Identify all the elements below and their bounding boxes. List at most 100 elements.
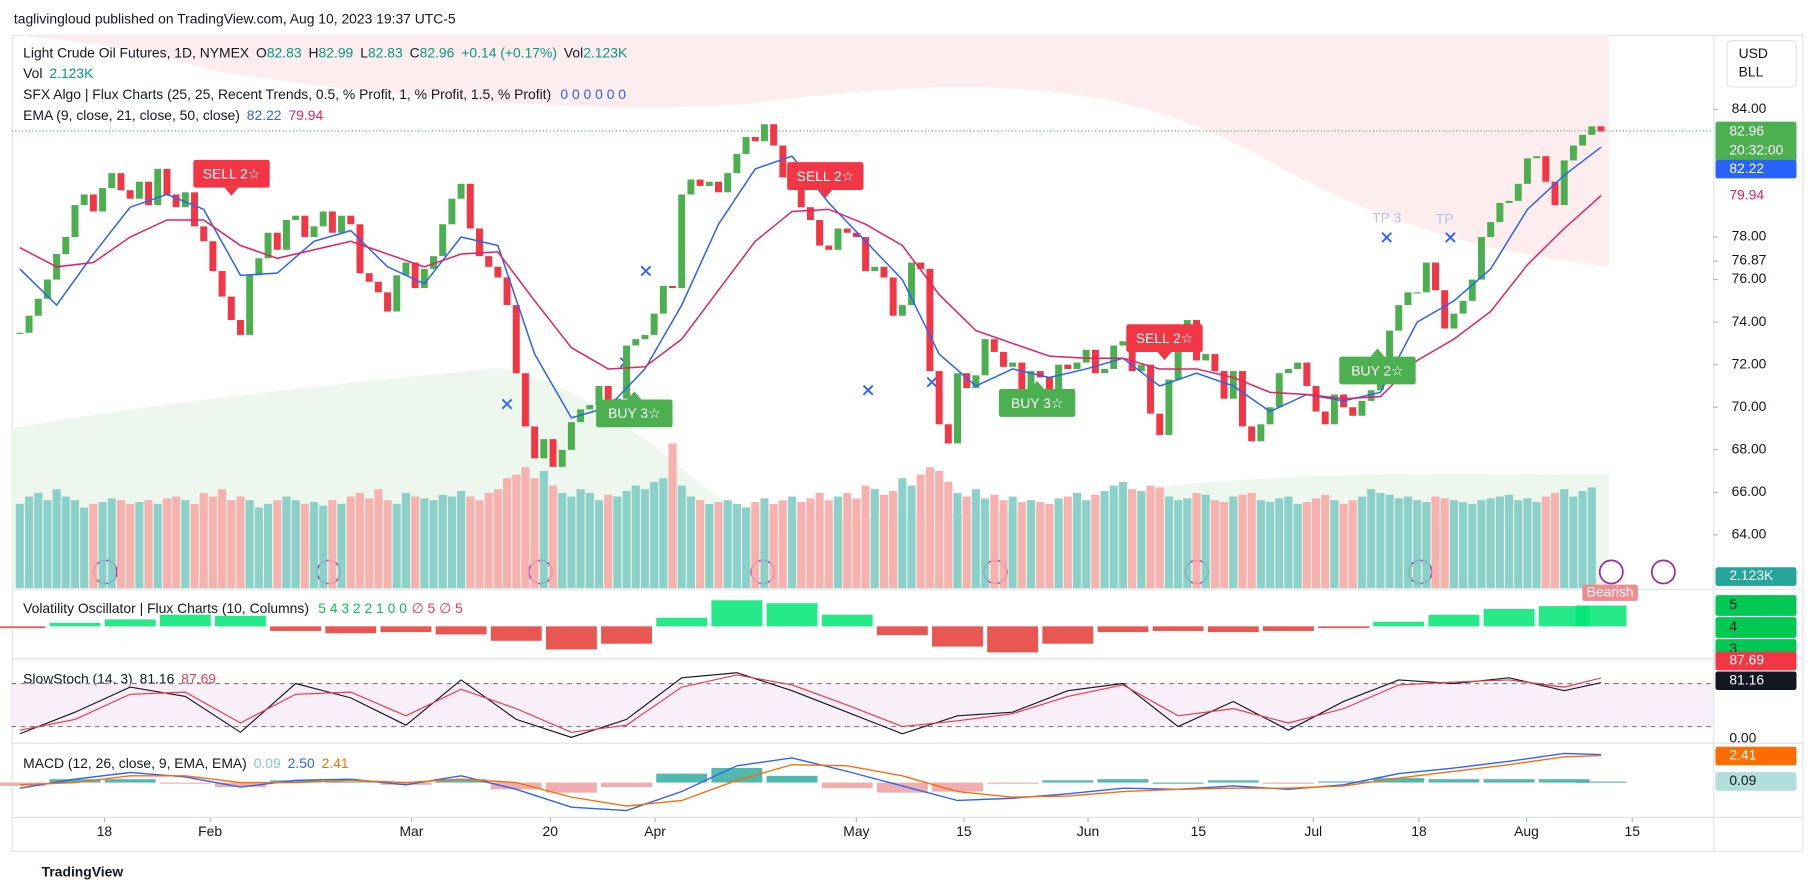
volume-bar: [1550, 492, 1560, 589]
candle: [476, 228, 483, 257]
macd-hist: [215, 782, 266, 788]
volume-bar: [420, 498, 429, 589]
candle: [71, 205, 79, 238]
vo-column: [1318, 626, 1370, 629]
macd-hist: [1575, 781, 1627, 783]
candle: [540, 439, 548, 459]
candle: [1064, 364, 1072, 369]
volume-bar: [861, 485, 870, 589]
volume-bar: [218, 489, 227, 589]
candle: [365, 273, 373, 282]
x-tick-label: Feb: [198, 823, 222, 839]
volume-bar: [1422, 502, 1431, 589]
candle: [200, 226, 208, 242]
candle: [963, 373, 971, 389]
candle: [880, 266, 888, 278]
candle: [669, 285, 677, 289]
candle: [816, 219, 824, 246]
macd-hist: [490, 782, 542, 790]
volume-bar: [328, 500, 337, 589]
volume-bar: [1486, 498, 1495, 589]
x-tick-label: 20: [543, 823, 559, 839]
candle: [264, 232, 272, 259]
volume-bar: [631, 485, 640, 589]
macd-line: 2.50: [288, 755, 315, 771]
c-val: 82.96: [420, 44, 455, 60]
candle: [1505, 200, 1513, 203]
candle: [632, 339, 640, 346]
volume-bar: [392, 503, 401, 589]
volume-bar: [1036, 502, 1045, 589]
symbol: Light Crude Oil Futures, 1D, NYMEX: [23, 44, 249, 60]
candle: [779, 145, 787, 178]
signal-label: BUY 3☆: [608, 405, 660, 421]
candle: [595, 385, 603, 406]
vo-column: [159, 614, 211, 627]
macd-hist: [766, 775, 818, 783]
volume-bar: [374, 489, 383, 589]
candle: [659, 285, 667, 314]
vo-tag: 5: [1729, 596, 1737, 612]
bearish-label: Bearish: [1587, 583, 1634, 599]
volume-bar: [457, 491, 466, 589]
volume-bar: [227, 500, 236, 589]
candle: [650, 313, 658, 335]
candle: [1441, 290, 1449, 329]
candle: [1128, 341, 1136, 372]
volume-bar: [1477, 500, 1486, 589]
volume-bar: [300, 503, 309, 589]
stoch-d-tag: 87.69: [1729, 652, 1764, 668]
legend-vol: Vol 2.123K: [23, 65, 94, 81]
volume-bar: [1321, 494, 1330, 589]
volume-bar: [640, 489, 650, 589]
volume-bar: [1560, 489, 1569, 589]
signal-pointer: [627, 391, 642, 400]
candle: [1055, 364, 1063, 395]
candle: [338, 215, 346, 233]
vo-column: [49, 622, 101, 627]
macd-signal: 2.41: [322, 755, 349, 771]
candle: [733, 154, 741, 174]
legend-ema: EMA (9, close, 21, close, 50, close) 82.2…: [23, 107, 323, 123]
candle: [494, 266, 502, 278]
macd-hist: [1152, 782, 1204, 784]
candle: [926, 268, 934, 372]
x-tick-label: Jun: [1077, 823, 1099, 839]
volume-bar: [1054, 498, 1063, 589]
volume-bar: [116, 500, 126, 589]
volume-bar: [787, 496, 797, 589]
volume-bar: [61, 496, 70, 589]
candle: [871, 266, 879, 272]
macd-hist: [325, 781, 377, 783]
cloud-bear: [11, 34, 1609, 267]
vo-tag: 3: [1729, 640, 1737, 656]
signal-pointer: [818, 189, 833, 199]
volume-bar: [1413, 500, 1422, 589]
volume-bar: [273, 500, 282, 589]
candle: [310, 226, 318, 238]
candle: [1533, 156, 1541, 159]
candle: [1468, 279, 1476, 301]
vo-column: [656, 617, 708, 627]
volume-bar: [585, 492, 594, 589]
candle: [742, 136, 750, 155]
candle: [852, 232, 860, 238]
ema21-tag-box: [1715, 186, 1797, 205]
x-tick-label: Aug: [1514, 823, 1539, 839]
candle: [806, 207, 814, 220]
candle: [209, 241, 217, 272]
volume-bar: [1201, 494, 1210, 589]
legend-symbol: Light Crude Oil Futures, 1D, NYMEX O82.83…: [23, 44, 628, 60]
volume-bar: [843, 492, 852, 589]
signal-label: SELL 2☆: [203, 166, 260, 182]
vo-tag: 4: [1729, 618, 1737, 634]
ema-title: EMA (9, close, 21, close, 50, close): [23, 107, 240, 123]
candle: [898, 305, 906, 316]
ema9-tag-box: [1715, 159, 1797, 179]
volume-bar: [613, 496, 622, 589]
candle: [356, 224, 364, 274]
vo-column: [711, 600, 763, 627]
legend-stoch: SlowStoch (14, 3) 81.16 87.69: [23, 670, 216, 686]
h: H: [309, 44, 319, 60]
volume-bar: [503, 478, 512, 589]
